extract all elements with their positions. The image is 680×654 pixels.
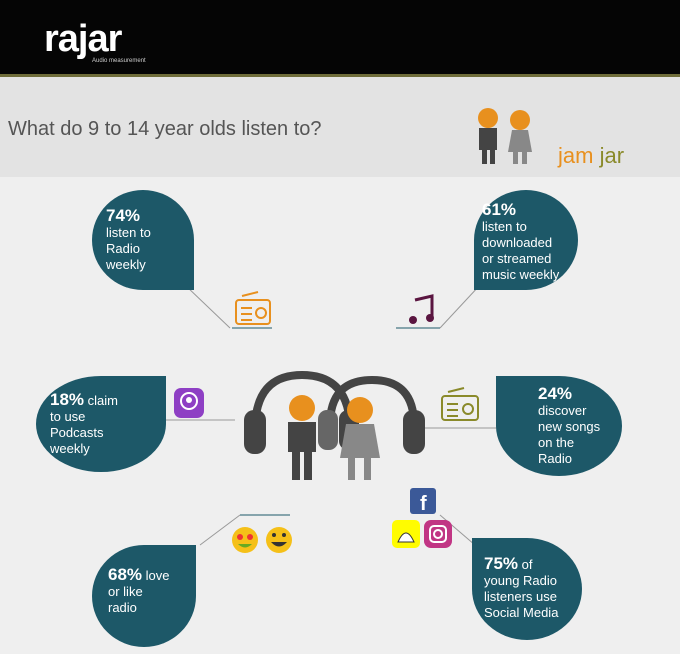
bubble-line: 18% claim — [50, 390, 158, 409]
bubble-line: 75% of — [484, 554, 576, 573]
bubble-line: listen to — [106, 225, 151, 240]
stat-value: 75% — [484, 554, 519, 573]
stat-value: 61% — [482, 200, 517, 219]
bubble-line: discover — [538, 403, 587, 418]
bubble-line: weekly — [50, 441, 90, 456]
bubble-line: or like — [108, 584, 143, 599]
bubble-line: 74% — [106, 206, 184, 225]
bubble-line: weekly — [106, 257, 146, 272]
brand: jam jar — [558, 143, 624, 169]
bubble-line: Social Media — [484, 605, 559, 620]
stat-suffix: of — [521, 557, 533, 572]
header: rajar Audio measurement — [0, 0, 680, 77]
stat-bubble: 24% discover new songs on the Radio — [496, 376, 622, 476]
bubble-line: listen to — [482, 219, 527, 234]
logo: rajar — [44, 18, 122, 60]
stat-suffix: claim — [87, 393, 118, 408]
bubble-line: downloaded — [482, 235, 553, 250]
bubble-line: 61% — [482, 200, 574, 219]
stat-bubble: 75% of young Radio listeners use Social Med… — [472, 538, 582, 640]
brand-part: jam — [558, 143, 594, 168]
bubble-line: 24% — [538, 384, 616, 403]
logo-tagline: Audio measurement — [92, 58, 146, 64]
bubble-line: Podcasts — [50, 425, 104, 440]
stat-bubble: 68% love or like radio — [92, 545, 196, 647]
bubble-line: listeners use — [484, 589, 557, 604]
bubble-line: young Radio — [484, 573, 557, 588]
stat-bubble: 18% claim to use Podcasts weekly — [36, 376, 166, 472]
stat-value: 74% — [106, 206, 141, 225]
stat-bubble: 74% listen to Radio weekly — [92, 190, 194, 290]
stat-suffix: love — [145, 568, 170, 583]
bubble-line: on the — [538, 435, 575, 450]
stat-value: 68% — [108, 565, 143, 584]
bubble-line: radio — [108, 600, 137, 615]
stat-value: 18% — [50, 390, 85, 409]
bubble-line: or streamed — [482, 251, 552, 266]
title: What do 9 to 14 year olds listen to? — [8, 118, 322, 140]
bubble-line: music weekly — [482, 267, 560, 282]
bubble-line: Radio — [538, 451, 572, 466]
bubble-line: to use — [50, 409, 86, 424]
svg-text:f: f — [420, 493, 427, 515]
bubble-line: Radio — [106, 241, 140, 256]
stat-bubble: 61% listen to downloaded or streamed music w… — [474, 190, 578, 290]
bubble-line: new songs — [538, 419, 601, 434]
brand-part: jar — [599, 143, 625, 168]
stat-value: 24% — [538, 384, 573, 403]
bubble-line: 68% love — [108, 565, 188, 584]
title-band — [0, 77, 680, 177]
